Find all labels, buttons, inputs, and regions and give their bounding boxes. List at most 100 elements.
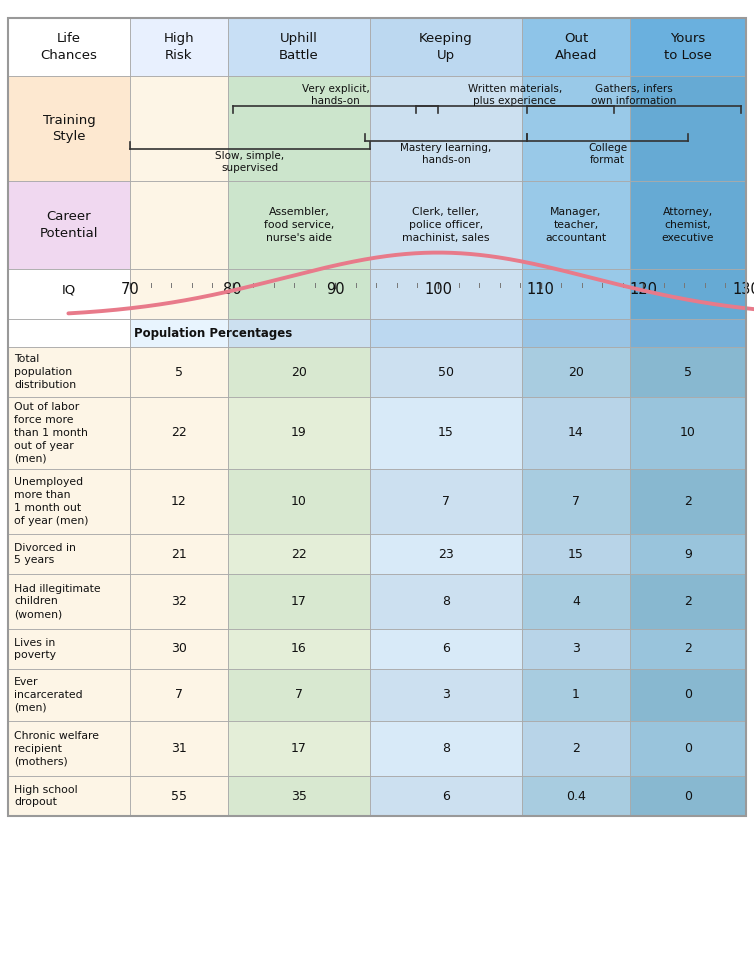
Bar (630, 18, 746, 76)
Bar (8, 721, 130, 776)
Bar (8, 669, 130, 721)
Bar (522, 347, 630, 397)
Text: 7: 7 (572, 495, 580, 508)
Text: Assembler,
food service,
nurse's aide: Assembler, food service, nurse's aide (264, 207, 334, 242)
Text: 110: 110 (527, 282, 555, 298)
Bar (228, 18, 370, 76)
Bar (522, 669, 630, 721)
Bar (630, 534, 746, 574)
Bar (228, 776, 370, 816)
Bar (8, 269, 130, 319)
Bar (228, 397, 370, 469)
Text: 70: 70 (121, 282, 139, 298)
Bar (522, 269, 630, 319)
Bar (370, 669, 522, 721)
Bar (228, 776, 370, 816)
Bar (130, 629, 228, 669)
Text: 50: 50 (438, 365, 454, 379)
Bar (130, 721, 228, 776)
Bar (130, 76, 228, 181)
Bar (8, 319, 130, 347)
Bar (370, 776, 522, 816)
Text: Keeping
Up: Keeping Up (419, 32, 473, 62)
Text: 7: 7 (175, 689, 183, 701)
Text: 20: 20 (291, 365, 307, 379)
Text: 130: 130 (732, 282, 754, 298)
Bar (522, 629, 630, 669)
Bar (522, 181, 630, 269)
Text: 0: 0 (684, 742, 692, 755)
Text: 22: 22 (291, 548, 307, 560)
Text: 5: 5 (175, 365, 183, 379)
Text: College
format: College format (588, 143, 627, 165)
Bar (630, 181, 746, 269)
Bar (130, 397, 228, 469)
Bar (370, 397, 522, 469)
Bar (522, 397, 630, 469)
Text: 0: 0 (684, 689, 692, 701)
Bar (370, 181, 522, 269)
Bar (370, 76, 522, 181)
Bar (630, 319, 746, 347)
Bar (630, 319, 746, 347)
Bar (130, 629, 228, 669)
Bar (130, 76, 228, 181)
Bar (370, 319, 522, 347)
Text: 2: 2 (684, 642, 692, 656)
Text: Career
Potential: Career Potential (40, 211, 98, 240)
Bar (228, 181, 370, 269)
Bar (8, 574, 130, 629)
Bar (630, 574, 746, 629)
Bar (130, 669, 228, 721)
Bar (228, 721, 370, 776)
Bar (8, 18, 746, 816)
Text: 31: 31 (171, 742, 187, 755)
Bar (630, 347, 746, 397)
Text: Had illegitimate
children
(women): Had illegitimate children (women) (14, 583, 100, 619)
Bar (130, 319, 228, 347)
Bar (370, 76, 522, 181)
Text: 7: 7 (295, 689, 303, 701)
Text: 8: 8 (442, 742, 450, 755)
Bar (228, 469, 370, 534)
Text: 2: 2 (684, 595, 692, 608)
Text: Written materials,
plus experience: Written materials, plus experience (467, 84, 562, 106)
Text: 17: 17 (291, 742, 307, 755)
Bar (130, 18, 228, 76)
Bar (228, 669, 370, 721)
Bar (522, 469, 630, 534)
Bar (522, 269, 630, 319)
Text: 55: 55 (171, 789, 187, 803)
Bar (130, 18, 228, 76)
Bar (228, 629, 370, 669)
Bar (522, 76, 630, 181)
Bar (228, 319, 370, 347)
Bar (130, 319, 228, 347)
Bar (130, 534, 228, 574)
Text: Total
population
distribution: Total population distribution (14, 355, 76, 390)
Text: 120: 120 (630, 282, 657, 298)
Bar (630, 669, 746, 721)
Bar (370, 18, 522, 76)
Bar (370, 534, 522, 574)
Bar (522, 18, 630, 76)
Bar (8, 76, 130, 181)
Bar (522, 18, 630, 76)
Bar (228, 534, 370, 574)
Text: Training
Style: Training Style (43, 114, 95, 143)
Bar (630, 269, 746, 319)
Bar (130, 269, 228, 319)
Bar (370, 629, 522, 669)
Bar (370, 469, 522, 534)
Bar (630, 629, 746, 669)
Text: 2: 2 (684, 495, 692, 508)
Text: 1: 1 (572, 689, 580, 701)
Bar (228, 269, 370, 319)
Text: 22: 22 (171, 427, 187, 440)
Bar (370, 18, 522, 76)
Bar (630, 534, 746, 574)
Bar (130, 181, 228, 269)
Bar (630, 347, 746, 397)
Bar (370, 181, 522, 269)
Bar (228, 629, 370, 669)
